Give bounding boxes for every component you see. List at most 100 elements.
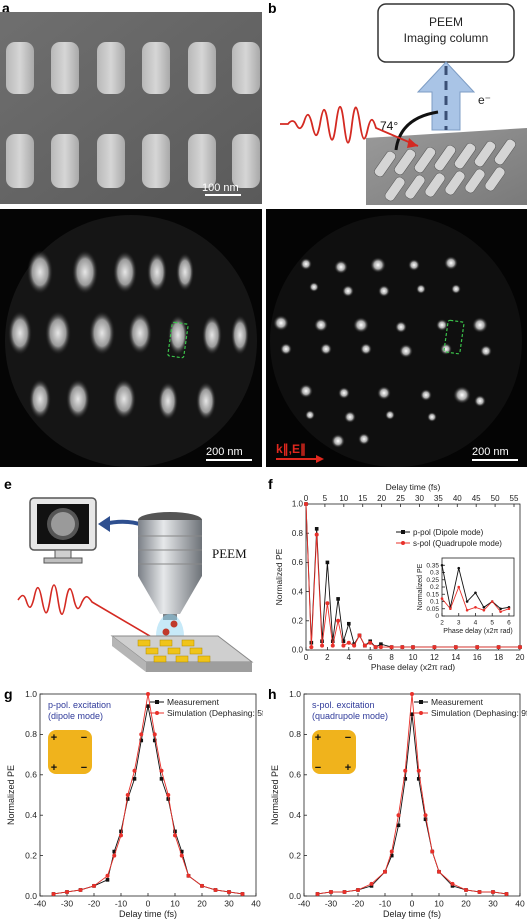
y-axis-label: Normalized PE: [270, 765, 280, 825]
y-axis-label: Normalized PE: [6, 765, 16, 825]
scale-bar-text-c: 200 nm: [206, 446, 243, 458]
y-tick-label: 0.05: [426, 606, 439, 613]
panel-label-g: g: [4, 686, 13, 702]
data-point: [315, 891, 320, 896]
charge-sign: −: [315, 762, 321, 774]
x2-tick-label: 15: [358, 494, 367, 503]
setup-illustration-panel-e: PEEM: [17, 497, 254, 672]
data-point: [320, 643, 325, 648]
mode-label: (dipole mode): [48, 711, 103, 721]
data-point: [464, 887, 468, 892]
data-point: [369, 881, 374, 886]
data-point: [347, 621, 351, 626]
data-point: [423, 813, 428, 818]
chart-panel-g: -40 -30 -20 -10 0 10 20 30 40 0.0 0.2 0.4 0.6 0.8 1.0 D…: [6, 689, 263, 919]
data-point: [179, 853, 184, 858]
x2-tick-label: 10: [339, 494, 348, 503]
y-tick-label: 0.6: [25, 770, 37, 780]
chart-panel-h: -40 -30 -20 -10 0 10 20 30 40 0.0 0.2 0.4 0.6 0.8 1.0 D…: [270, 689, 527, 919]
x2-axis-label: Delay time (fs): [386, 482, 441, 492]
data-point: [105, 878, 110, 882]
x2-tick-label: 35: [434, 494, 443, 503]
scale-bar-line-d: [472, 459, 518, 461]
data-point: [362, 643, 367, 648]
data-point: [440, 597, 444, 600]
data-point: [112, 853, 117, 858]
data-point: [112, 849, 117, 854]
x-tick-label: 2: [325, 653, 330, 662]
data-point: [309, 645, 314, 650]
x-tick-label: 18: [494, 653, 503, 662]
panel-label-h: h: [268, 686, 277, 702]
x2-tick-label: 55: [510, 494, 519, 503]
panel-label-e: e: [4, 476, 12, 492]
y-tick-label: 1.0: [25, 689, 37, 699]
excitation-label: p-pol. excitation: [48, 700, 111, 710]
y-tick-label: 0.8: [25, 729, 37, 739]
x-tick-label: 10: [170, 899, 180, 909]
data-point: [389, 849, 394, 854]
y-tick-label: 0.4: [25, 810, 37, 820]
data-point: [482, 608, 486, 612]
x-tick-label: 10: [434, 899, 444, 909]
y-tick-label: 1.0: [292, 500, 304, 509]
data-point: [465, 608, 469, 612]
data-point: [369, 884, 374, 888]
data-point: [132, 768, 137, 773]
data-point: [125, 793, 130, 797]
x-tick-label: 2: [440, 620, 444, 627]
data-point: [146, 704, 150, 708]
legend-label: Simulation (Dephasing: 5fs): [167, 708, 263, 718]
x-tick-label: 30: [224, 899, 234, 909]
data-point: [490, 600, 494, 603]
legend-label: p-pol (Dipole mode): [413, 528, 484, 537]
y-tick-label: 0.2: [289, 850, 301, 860]
data-point: [329, 889, 333, 894]
data-point: [437, 869, 441, 874]
y-tick-label: 0: [435, 613, 439, 620]
x2-tick-label: 5: [323, 494, 328, 503]
charge-sign: −: [81, 732, 87, 744]
legend-marker: [419, 711, 423, 715]
x2-tick-label: 30: [415, 494, 424, 503]
data-point: [186, 873, 191, 878]
x-tick-label: 20: [516, 653, 525, 662]
charge-sign: −: [81, 762, 87, 774]
data-point: [491, 889, 495, 894]
data-point: [179, 849, 184, 854]
data-point: [336, 597, 340, 601]
panel-label-f: f: [268, 476, 273, 492]
y-tick-label: 1.0: [289, 689, 301, 699]
data-point: [475, 645, 480, 650]
data-point: [457, 585, 461, 589]
data-point: [330, 643, 335, 648]
legend-marker: [401, 541, 405, 545]
sem-image-panel-a: 100 nm: [0, 12, 262, 204]
data-point: [378, 645, 383, 650]
data-point: [403, 768, 408, 773]
peem-box-title: PEEM: [429, 15, 463, 29]
angle-label: 74°: [380, 119, 398, 133]
x-tick-label: 0: [146, 899, 151, 909]
x-tick-label: 30: [488, 899, 498, 909]
chart-panel-f: 0 2 4 6 8 10 12 14 16 18 200.00.20.40.60.81.0Phase…: [274, 482, 525, 672]
series-line-1: [53, 693, 243, 895]
scale-bar-text: 100 nm: [202, 182, 239, 194]
y-tick-label: 0.1: [430, 599, 439, 606]
data-point: [389, 853, 394, 858]
angle-arc: [394, 110, 439, 151]
data-point: [430, 849, 435, 854]
y-tick-label: 0.4: [292, 587, 304, 596]
data-point: [227, 889, 231, 894]
data-point: [240, 891, 245, 896]
y-tick-label: 0.3: [430, 570, 439, 577]
y-axis-label: Normalized PE: [417, 563, 424, 610]
data-point: [416, 777, 421, 781]
data-point: [465, 600, 469, 603]
data-point: [139, 732, 144, 737]
data-point: [403, 777, 408, 781]
y-tick-label: 0.0: [25, 891, 37, 901]
data-point: [336, 618, 341, 623]
x-tick-label: 20: [197, 899, 207, 909]
charge-sign: +: [315, 732, 321, 744]
